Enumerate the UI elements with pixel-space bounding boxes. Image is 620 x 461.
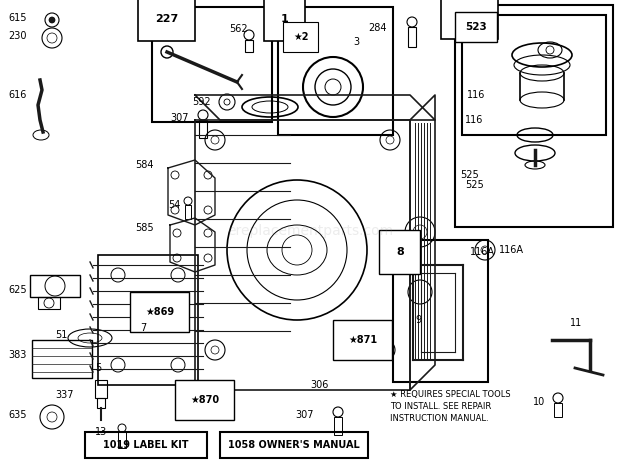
- Bar: [95, 380, 107, 398]
- Text: 562: 562: [229, 24, 247, 34]
- Text: 8: 8: [396, 247, 404, 257]
- Bar: [85, 432, 207, 458]
- Text: 1058 OWNER'S MANUAL: 1058 OWNER'S MANUAL: [228, 440, 360, 450]
- Bar: [278, 7, 393, 135]
- Bar: [393, 240, 488, 382]
- Text: 525: 525: [465, 180, 484, 190]
- Text: ★ REQUIRES SPECIAL TOOLS
TO INSTALL. SEE REPAIR
INSTRUCTION MANUAL.: ★ REQUIRES SPECIAL TOOLS TO INSTALL. SEE…: [390, 390, 511, 423]
- Text: 306: 306: [310, 380, 329, 390]
- Text: ★871: ★871: [348, 335, 377, 345]
- Bar: [30, 275, 80, 297]
- Text: ★2: ★2: [293, 32, 309, 42]
- Text: 9: 9: [415, 315, 421, 325]
- Text: 3: 3: [353, 37, 359, 47]
- Text: 116: 116: [467, 90, 485, 100]
- Text: ★870: ★870: [190, 395, 219, 405]
- Text: 592: 592: [192, 97, 211, 107]
- Bar: [408, 27, 416, 47]
- Text: 615: 615: [8, 13, 27, 23]
- Text: 54: 54: [168, 200, 180, 210]
- Text: 337: 337: [55, 390, 74, 400]
- Bar: [334, 417, 342, 435]
- Text: 625: 625: [8, 285, 27, 295]
- Text: 116: 116: [465, 115, 484, 125]
- Text: 523: 523: [465, 22, 487, 32]
- Text: 230: 230: [8, 31, 27, 41]
- Text: 635: 635: [8, 410, 27, 420]
- Text: 51: 51: [55, 330, 68, 340]
- Text: 383: 383: [8, 350, 27, 360]
- Bar: [97, 398, 105, 408]
- Text: ereplacementparts.com: ereplacementparts.com: [227, 224, 393, 237]
- Text: 227: 227: [155, 14, 179, 24]
- Text: 1: 1: [281, 14, 289, 24]
- Bar: [462, 15, 606, 135]
- Text: 116A: 116A: [470, 247, 495, 257]
- Bar: [245, 40, 253, 52]
- Text: 584: 584: [135, 160, 154, 170]
- Bar: [554, 403, 562, 417]
- Bar: [455, 5, 613, 227]
- Bar: [220, 432, 368, 458]
- Text: 1019 LABEL KIT: 1019 LABEL KIT: [104, 440, 188, 450]
- Text: 847: 847: [458, 12, 481, 22]
- Bar: [32, 340, 92, 378]
- Text: ★869: ★869: [145, 307, 174, 317]
- Bar: [118, 432, 126, 448]
- Text: 11: 11: [570, 318, 582, 328]
- Bar: [199, 120, 207, 138]
- Text: 284: 284: [368, 23, 386, 33]
- Text: 5: 5: [95, 363, 101, 373]
- Text: 616: 616: [8, 90, 27, 100]
- Text: 13: 13: [95, 427, 107, 437]
- Bar: [98, 255, 198, 385]
- Bar: [185, 205, 191, 219]
- Text: 116A: 116A: [499, 245, 524, 255]
- Text: 307: 307: [295, 410, 314, 420]
- Circle shape: [49, 17, 55, 23]
- Text: 10: 10: [533, 397, 545, 407]
- Bar: [38, 297, 60, 309]
- Text: 307: 307: [170, 113, 188, 123]
- Bar: [152, 7, 272, 122]
- Text: 7: 7: [140, 323, 146, 333]
- Text: 525: 525: [460, 170, 479, 180]
- Text: 585: 585: [135, 223, 154, 233]
